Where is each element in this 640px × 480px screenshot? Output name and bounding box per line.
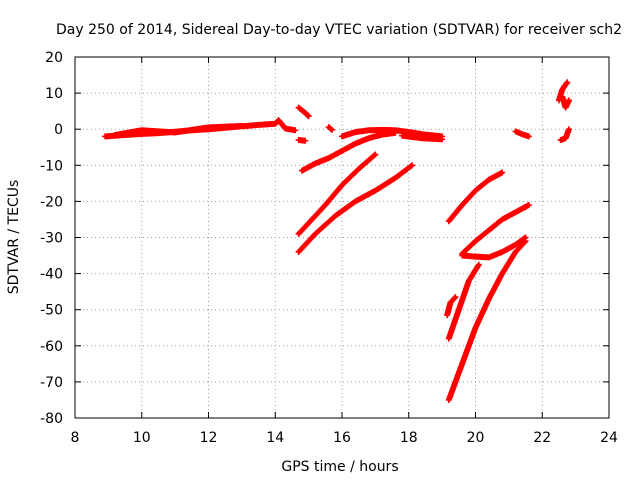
y-tick-label: -30 bbox=[40, 231, 63, 247]
x-tick-label: 14 bbox=[266, 430, 284, 446]
data-series-12 bbox=[445, 169, 506, 225]
data-marker-path bbox=[295, 137, 309, 144]
data-marker-path bbox=[559, 93, 572, 111]
data-series-10 bbox=[295, 151, 379, 237]
data-marker-path bbox=[445, 238, 529, 403]
data-marker-path bbox=[325, 124, 335, 133]
data-marker-path bbox=[445, 169, 506, 225]
data-marker-path bbox=[112, 122, 245, 138]
y-tick-label: -70 bbox=[40, 375, 63, 391]
data-marker-path bbox=[295, 104, 312, 120]
x-axis-label: GPS time / hours bbox=[281, 459, 398, 475]
data-series-20 bbox=[559, 93, 572, 111]
x-tick-label: 20 bbox=[467, 430, 485, 446]
y-tick-label: 0 bbox=[54, 122, 63, 138]
x-tick-label: 12 bbox=[200, 430, 218, 446]
data-series bbox=[102, 79, 572, 403]
data-series-18 bbox=[512, 128, 532, 140]
grid bbox=[75, 57, 609, 418]
y-tick-label: -50 bbox=[40, 303, 63, 319]
data-marker-path bbox=[459, 234, 529, 261]
y-tick-label: -40 bbox=[40, 267, 63, 283]
data-marker-path bbox=[444, 294, 459, 319]
data-series-17 bbox=[445, 238, 529, 403]
y-tick-label: -20 bbox=[40, 194, 63, 210]
y-axis-label: SDTVAR / TECUs bbox=[6, 180, 22, 295]
y-tick-label: 20 bbox=[45, 50, 63, 66]
data-marker-path bbox=[405, 129, 446, 140]
data-series-7 bbox=[405, 129, 446, 140]
x-tick-label: 10 bbox=[133, 430, 151, 446]
axis-ticks: 8 10 12 14 16 18 20 22 24 -80 -70 -60 -50 -40 -30 -20 -1… bbox=[40, 50, 618, 446]
y-tick-label: 10 bbox=[45, 86, 63, 102]
x-tick-label: 22 bbox=[533, 430, 551, 446]
data-series-16 bbox=[445, 261, 482, 342]
x-tick-label: 8 bbox=[71, 430, 80, 446]
x-tick-label: 18 bbox=[400, 430, 418, 446]
x-tick-label: 24 bbox=[600, 430, 618, 446]
y-tick-label: -80 bbox=[40, 411, 63, 427]
data-marker-path bbox=[295, 151, 379, 237]
data-marker-path bbox=[557, 126, 572, 144]
chart-title: Day 250 of 2014, Sidereal Day-to-day VTE… bbox=[56, 22, 622, 38]
data-series-8 bbox=[399, 132, 446, 143]
y-tick-label: -60 bbox=[40, 339, 63, 355]
data-series-21 bbox=[557, 126, 572, 144]
data-series-3 bbox=[295, 104, 312, 120]
data-series-9 bbox=[298, 129, 399, 174]
data-series-11 bbox=[295, 162, 416, 255]
data-marker-path bbox=[295, 162, 416, 255]
x-tick-label: 16 bbox=[333, 430, 351, 446]
data-series-15 bbox=[444, 294, 459, 319]
data-series-5 bbox=[325, 124, 335, 133]
data-marker-path bbox=[512, 128, 532, 140]
data-series-4 bbox=[295, 137, 309, 144]
data-marker-path bbox=[399, 132, 446, 143]
y-tick-label: -10 bbox=[40, 158, 63, 174]
data-series-14 bbox=[459, 234, 529, 261]
data-marker-path bbox=[298, 129, 399, 174]
data-marker-path bbox=[445, 261, 482, 342]
data-series-2 bbox=[112, 122, 245, 138]
